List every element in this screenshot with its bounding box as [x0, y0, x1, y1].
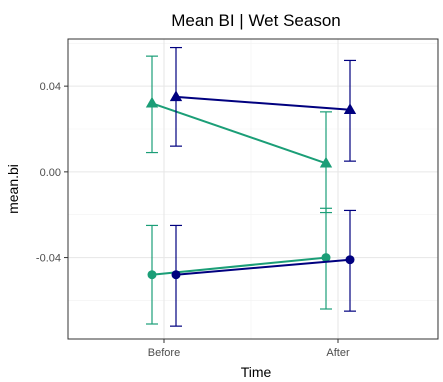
y-axis-title: mean.bi	[5, 164, 21, 214]
data-point-triangle	[169, 90, 183, 102]
data-point-triangle	[145, 96, 159, 108]
x-tick-label: Before	[148, 347, 180, 359]
series-3	[170, 209, 356, 327]
series-line	[175, 95, 351, 111]
x-tick-label: After	[326, 347, 350, 359]
data-point-triangle	[319, 156, 333, 168]
series-1	[169, 46, 357, 162]
x-axis-title: Time	[241, 364, 272, 380]
chart-title: Mean BI | Wet Season	[171, 11, 340, 30]
data-point-circle	[171, 270, 181, 280]
x-axis: Before After	[148, 339, 350, 359]
y-axis: -0.04 0.00 0.04	[36, 81, 68, 265]
data-point-triangle	[343, 103, 357, 114]
data-point-circle	[345, 255, 355, 265]
series-line	[151, 256, 327, 276]
y-tick-label: 0.00	[40, 167, 61, 179]
series-2	[146, 207, 332, 325]
panel-border	[67, 38, 439, 340]
series-line	[151, 102, 327, 165]
data-point-circle	[321, 253, 331, 263]
data-point-circle	[147, 270, 157, 280]
y-tick-label: 0.04	[40, 81, 61, 93]
series-line	[175, 258, 351, 276]
y-tick-label: -0.04	[36, 253, 61, 265]
series-layer	[145, 46, 357, 327]
